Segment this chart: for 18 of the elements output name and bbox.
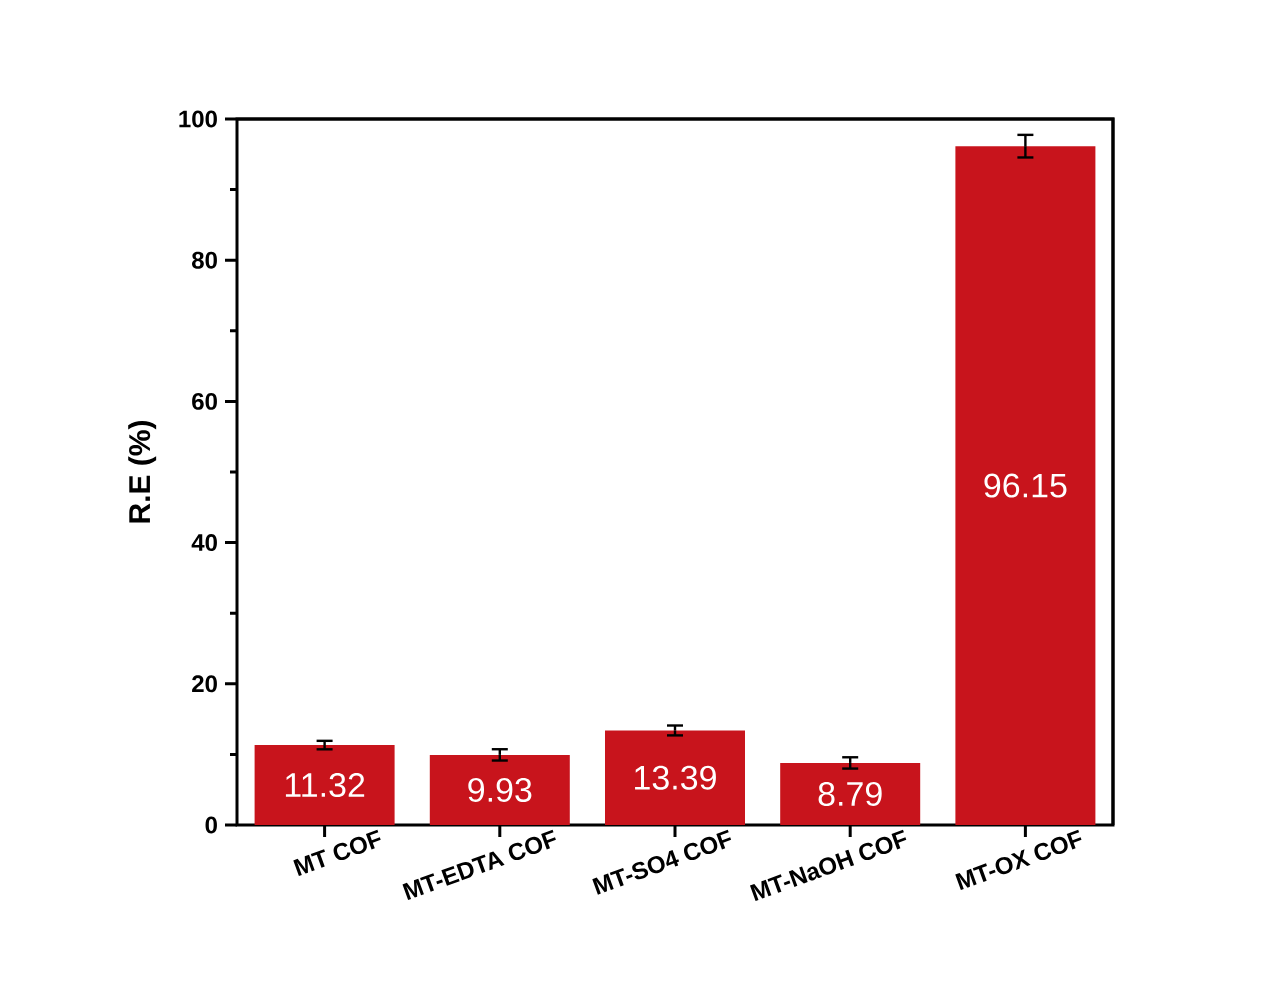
y-tick-label: 40 bbox=[191, 534, 217, 552]
y-tick-label: 0 bbox=[205, 816, 217, 834]
data-label: 9.93 bbox=[468, 777, 532, 802]
data-label: 11.32 bbox=[285, 772, 365, 798]
bar bbox=[780, 762, 921, 825]
y-tick-label: 100 bbox=[179, 110, 217, 128]
x-tick-label: MT COF bbox=[293, 829, 381, 876]
y-tick-label: 60 bbox=[192, 392, 217, 410]
data-label: 13.39 bbox=[635, 765, 716, 790]
y-axis-title: R.E (%) bbox=[128, 421, 157, 523]
bar bbox=[605, 730, 745, 825]
bar bbox=[429, 754, 570, 825]
bar bbox=[254, 745, 395, 825]
y-tick-label: 80 bbox=[191, 251, 217, 269]
data-label: 8.79 bbox=[818, 781, 882, 807]
y-tick-label: 20 bbox=[192, 675, 217, 693]
bar bbox=[955, 146, 1096, 825]
data-label: 96.15 bbox=[984, 473, 1067, 498]
